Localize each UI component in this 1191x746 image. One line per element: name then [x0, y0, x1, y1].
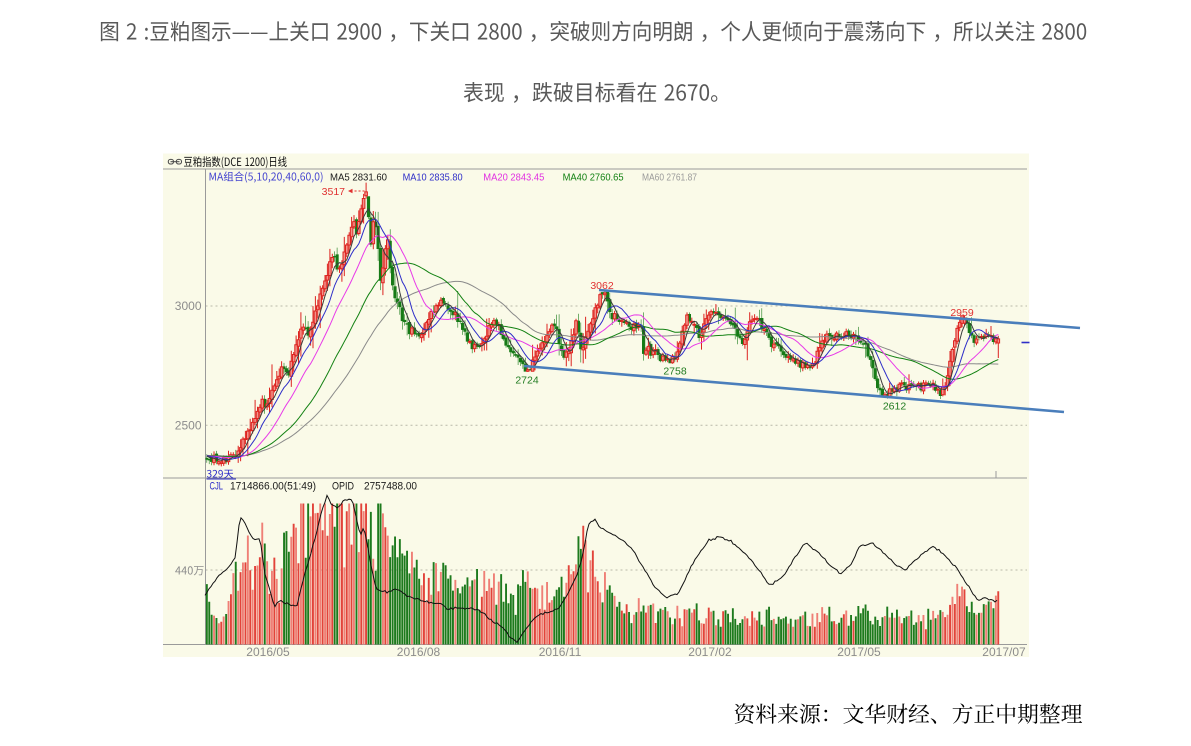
svg-text:2016/11: 2016/11 — [539, 645, 582, 659]
svg-text:2612: 2612 — [883, 401, 907, 413]
svg-text:MA20 2843.45: MA20 2843.45 — [483, 172, 544, 184]
svg-text:3062: 3062 — [590, 280, 614, 292]
svg-text:3517: 3517 — [322, 186, 346, 198]
svg-text:OPID: OPID — [332, 481, 354, 493]
svg-text:2500: 2500 — [175, 418, 202, 432]
svg-text:MA10 2835.80: MA10 2835.80 — [403, 172, 463, 184]
svg-text:2724: 2724 — [515, 375, 539, 387]
svg-text:2016/05: 2016/05 — [246, 645, 290, 659]
svg-text:2017/02: 2017/02 — [688, 645, 732, 659]
svg-text:2017/07: 2017/07 — [982, 645, 1026, 659]
svg-text:3000: 3000 — [175, 299, 202, 313]
svg-text:MA5 2831.60: MA5 2831.60 — [330, 172, 387, 184]
svg-text:2757488.00: 2757488.00 — [364, 481, 417, 493]
svg-text:2017/05: 2017/05 — [837, 645, 881, 659]
svg-text:MA60 2761.87: MA60 2761.87 — [642, 172, 697, 184]
svg-text:MA40 2760.65: MA40 2760.65 — [563, 172, 624, 184]
svg-text:2016/08: 2016/08 — [397, 645, 441, 659]
svg-text:2758: 2758 — [663, 366, 687, 378]
svg-text:CJL: CJL — [210, 481, 224, 493]
svg-text:1714866.00(51:49): 1714866.00(51:49) — [230, 481, 316, 493]
svg-text:2959: 2959 — [950, 307, 974, 319]
